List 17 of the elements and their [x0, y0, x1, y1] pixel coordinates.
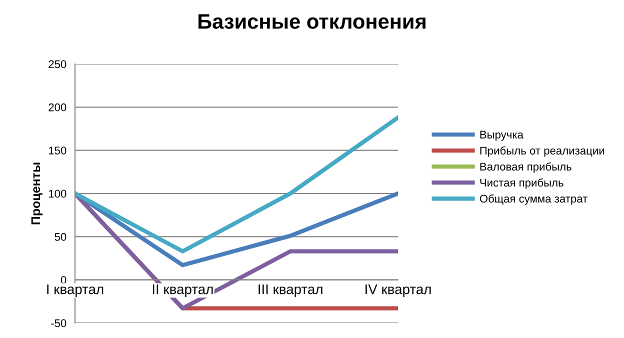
y-tick-label: 50 — [54, 232, 66, 241]
y-axis-title: Проценты — [31, 162, 43, 224]
legend-label: Чистая прибыль — [480, 178, 564, 189]
y-tick-label: 250 — [48, 60, 66, 68]
y-tick-label: -50 — [51, 319, 66, 328]
x-tick-label: III квартал — [258, 284, 322, 297]
legend-label: Общая сумма затрат — [480, 194, 588, 205]
legend-label: Прибыль от реализации — [480, 146, 604, 157]
x-tick-label: IV квартал — [366, 284, 431, 297]
x-tick-label: II квартал — [152, 284, 213, 297]
x-tick-label: I квартал — [47, 284, 104, 297]
legend-label: Выручка — [480, 130, 524, 141]
legend-label: Валовая прибыль — [480, 162, 572, 173]
chart-title: Базисные отклонения — [198, 14, 426, 29]
y-tick-label: 200 — [48, 103, 66, 112]
y-tick-label: 150 — [48, 146, 66, 154]
y-tick-label: 100 — [48, 190, 66, 198]
